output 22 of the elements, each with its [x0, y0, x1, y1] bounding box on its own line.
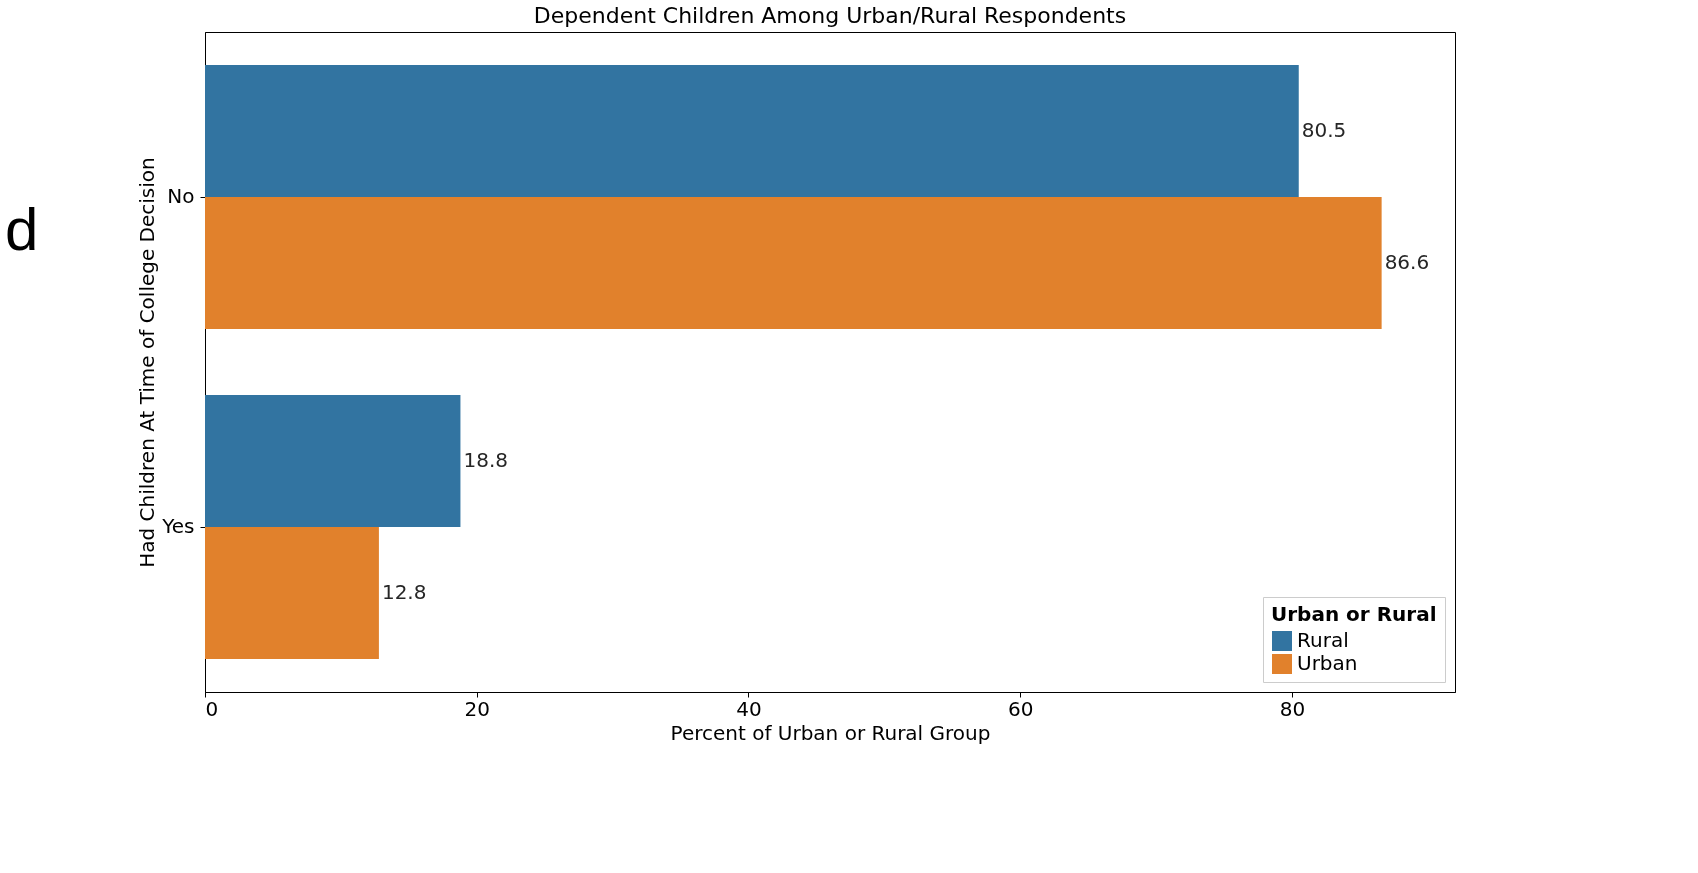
x-tick-label: 80 — [1279, 696, 1306, 721]
y-axis-title: Had Children At Time of College Decision — [135, 157, 160, 568]
x-tick-label: 20 — [464, 696, 490, 721]
data-label: 86.6 — [1384, 250, 1430, 274]
x-tick-label: 60 — [1007, 696, 1034, 721]
y-tick-label: Yes — [161, 514, 195, 538]
legend-title: Urban or Rural — [1271, 602, 1437, 626]
x-axis-title: Percent of Urban or Rural Group — [670, 720, 991, 745]
bar — [205, 527, 379, 659]
x-tick-label: 40 — [736, 696, 762, 721]
x-tick-label: 0 — [205, 696, 219, 721]
bar — [205, 65, 1299, 197]
legend-label: Urban — [1297, 651, 1358, 675]
data-label: 12.8 — [381, 580, 427, 604]
bar — [205, 197, 1382, 329]
y-tick-label: No — [167, 184, 195, 208]
legend-label: Rural — [1297, 628, 1349, 652]
text: d — [5, 196, 39, 263]
bar — [205, 395, 461, 527]
chart-title: Dependent Children Among Urban/Rural Respondents — [533, 3, 1127, 28]
data-label: 18.8 — [463, 448, 508, 472]
data-label: 80.5 — [1301, 118, 1347, 142]
